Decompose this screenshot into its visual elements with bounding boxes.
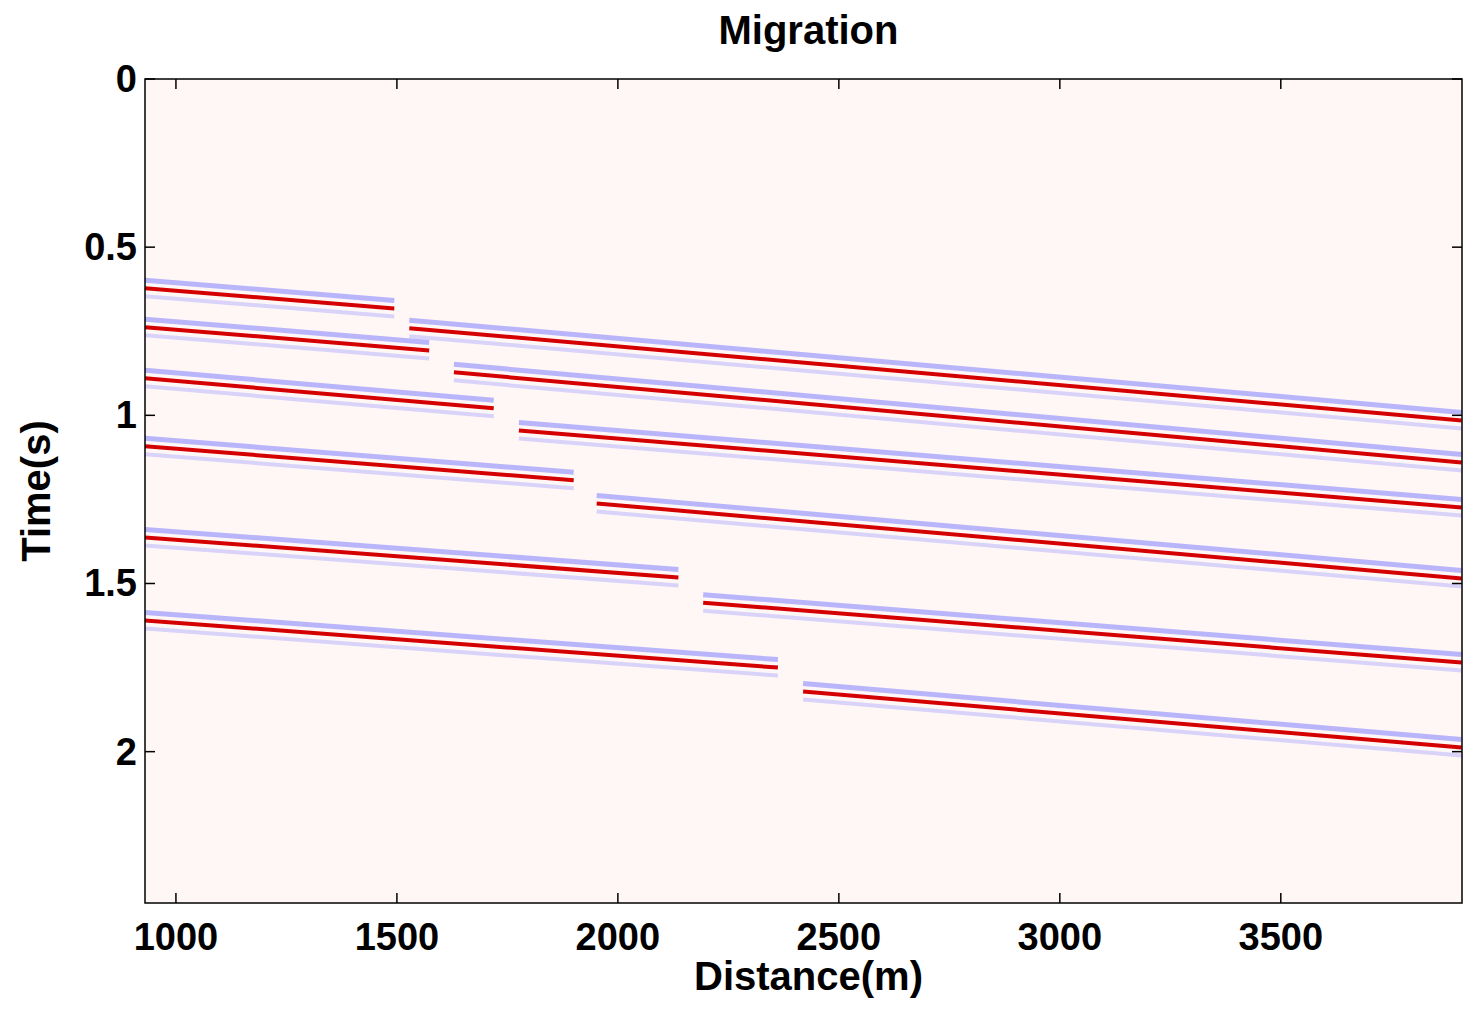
reflector xyxy=(519,431,1462,508)
wavelet-lobe xyxy=(597,495,1462,570)
y-tick-label: 1.5 xyxy=(84,562,137,604)
marks xyxy=(145,280,1462,755)
y-axis-title: Time(s) xyxy=(14,420,58,562)
y-tick xyxy=(1452,583,1462,585)
wavelet-lobe xyxy=(145,629,778,676)
x-tick-label: 1500 xyxy=(355,916,440,958)
wavelet-lobe xyxy=(703,611,1461,671)
wavelet-lobe xyxy=(145,438,574,472)
x-tick-label: 2000 xyxy=(576,916,661,958)
y-tick xyxy=(145,751,155,753)
x-tick xyxy=(838,893,840,903)
x-tick-label: 1000 xyxy=(134,916,219,958)
wavelet-lobe xyxy=(145,454,574,488)
wavelet-lobe xyxy=(803,684,1462,740)
reflector xyxy=(145,537,678,577)
x-tick xyxy=(838,79,840,89)
chart: 1000 1500 2000 2500 3000 3500 0 0.5 1 1.5 2 Migrati… xyxy=(0,0,1468,1011)
x-tick xyxy=(175,79,177,89)
plot-background xyxy=(145,79,1462,903)
y-tick-label: 0 xyxy=(116,58,137,100)
x-tick-label: 2500 xyxy=(797,916,882,958)
y-tick xyxy=(1452,751,1462,753)
wavelet-lobe xyxy=(145,545,678,585)
frame xyxy=(145,79,1462,903)
y-tick-label: 0.5 xyxy=(84,226,137,268)
reflector xyxy=(145,327,429,350)
wavelet-lobe xyxy=(519,439,1462,516)
reflector xyxy=(597,503,1462,578)
x-tick xyxy=(1059,893,1061,903)
reflector xyxy=(145,378,494,408)
x-tick-label: 3500 xyxy=(1239,916,1324,958)
x-tick xyxy=(396,893,398,903)
y-tick xyxy=(145,246,155,248)
y-tick-label: 1 xyxy=(116,394,137,436)
y-tick-label: 2 xyxy=(116,731,137,773)
x-tick xyxy=(617,79,619,89)
wavelet-lobe xyxy=(519,423,1462,500)
reflector xyxy=(703,603,1461,663)
reflector xyxy=(145,288,394,308)
y-tick xyxy=(1452,78,1462,80)
y-tick xyxy=(145,583,155,585)
wavelet-lobe xyxy=(145,386,494,416)
wavelet-lobe xyxy=(409,320,1461,412)
reflector xyxy=(145,446,574,480)
wavelet-lobe xyxy=(703,595,1461,655)
y-tick xyxy=(145,78,155,80)
wavelet-lobe xyxy=(454,364,1462,454)
x-tick-label: 3000 xyxy=(1018,916,1103,958)
reflector xyxy=(454,372,1462,462)
y-tick xyxy=(1452,246,1462,248)
x-tick xyxy=(1059,79,1061,89)
title: Migration xyxy=(719,8,899,52)
x-tick xyxy=(617,893,619,903)
x-tick xyxy=(1280,893,1282,903)
x-tick xyxy=(396,79,398,89)
x-tick xyxy=(1280,79,1282,89)
x-tick xyxy=(175,893,177,903)
wavelet-lobe xyxy=(597,511,1462,586)
y-tick xyxy=(145,415,155,417)
reflector xyxy=(145,621,778,668)
y-tick xyxy=(1452,415,1462,417)
wavelet-lobe xyxy=(803,700,1462,756)
reflector xyxy=(803,692,1462,748)
x-axis-title: Distance(m) xyxy=(694,954,923,998)
wavelet-lobe xyxy=(145,370,494,400)
